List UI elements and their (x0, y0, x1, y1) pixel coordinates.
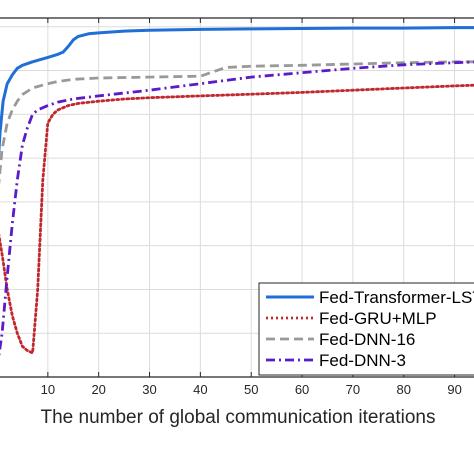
legend-entry-2: Fed-GRU+MLP (319, 309, 437, 328)
series-line-4 (0, 60, 474, 358)
legend-entry-1: Fed-Transformer-LSTM (319, 288, 474, 307)
x-axis-label: The number of global communication itera… (41, 407, 436, 428)
x-tick-label: 40 (193, 382, 207, 397)
series-line-2 (0, 83, 474, 355)
x-axis-ticks: 10 20 30 40 50 60 70 80 90 (41, 18, 462, 397)
x-tick-label: 80 (397, 382, 411, 397)
legend-entry-3: Fed-DNN-16 (319, 330, 415, 349)
series-line-1 (0, 26, 474, 157)
x-tick-label: 20 (91, 382, 105, 397)
series-lines (0, 26, 474, 358)
grid-lines (0, 18, 474, 377)
x-tick-label: 90 (447, 382, 461, 397)
x-tick-label: 10 (41, 382, 55, 397)
legend-entry-4: Fed-DNN-3 (319, 351, 406, 370)
x-tick-label: 60 (295, 382, 309, 397)
axes (0, 17, 474, 378)
x-tick-label: 50 (244, 382, 258, 397)
x-tick-label: 30 (142, 382, 156, 397)
x-tick-label: 70 (346, 382, 360, 397)
legend: Fed-Transformer-LSTM Fed-GRU+MLP Fed-DNN-1… (258, 282, 474, 376)
